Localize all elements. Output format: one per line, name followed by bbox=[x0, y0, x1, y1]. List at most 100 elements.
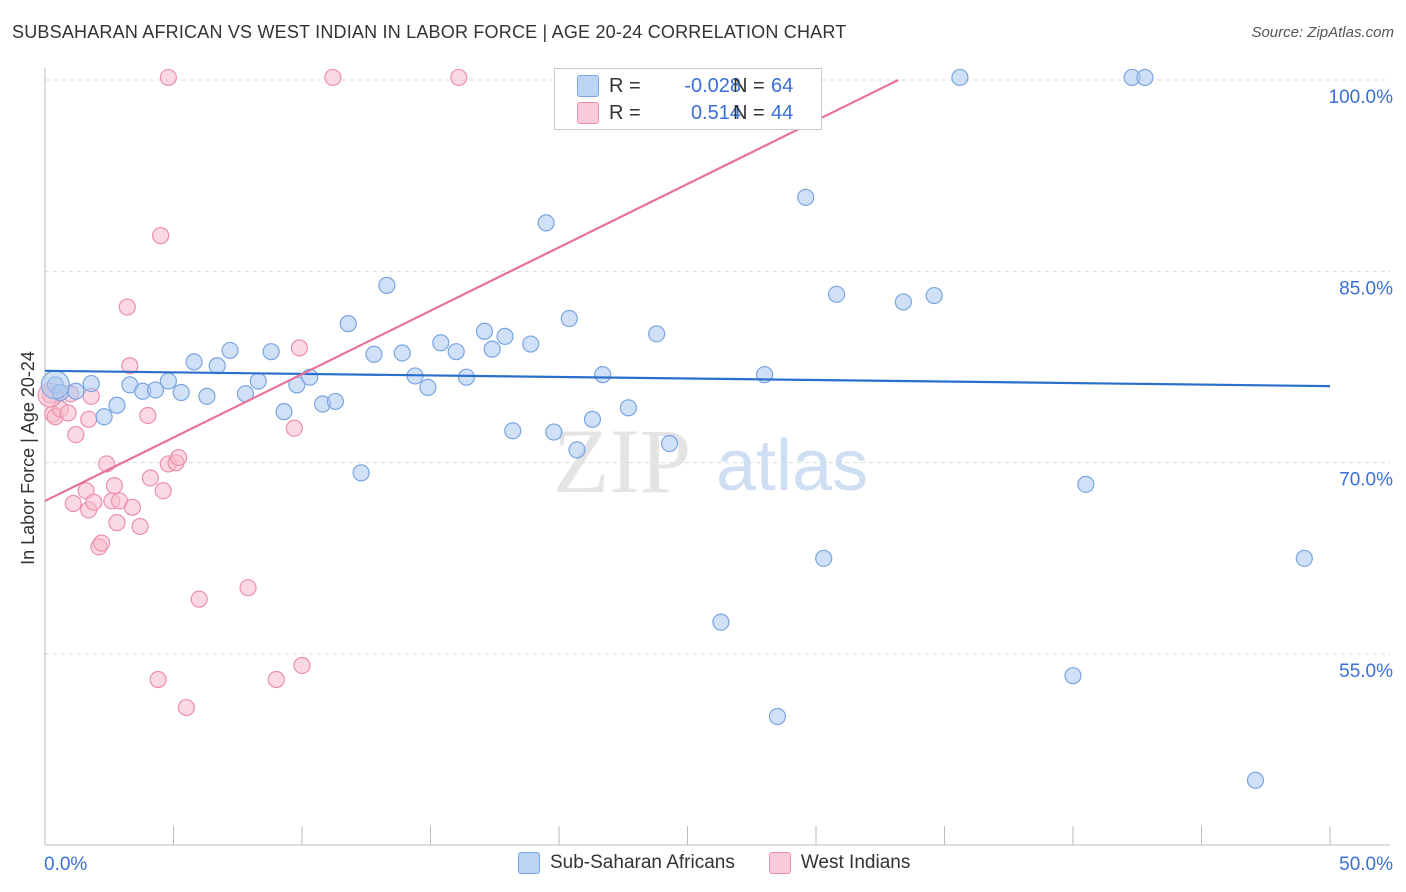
stats-r-value: -0.028 bbox=[684, 74, 741, 97]
data-point bbox=[457, 368, 476, 386]
data-point bbox=[293, 656, 311, 675]
chart-title: SUBSAHARAN AFRICAN VS WEST INDIAN IN LAB… bbox=[12, 22, 847, 42]
data-point bbox=[172, 383, 190, 402]
data-point bbox=[67, 426, 85, 444]
data-point bbox=[447, 343, 465, 361]
data-point bbox=[141, 469, 159, 487]
y-tick-label: 85.0% bbox=[1339, 278, 1393, 299]
data-point bbox=[339, 315, 357, 333]
data-point bbox=[267, 670, 285, 689]
data-point bbox=[170, 448, 188, 467]
stats-swatch-blue bbox=[577, 75, 599, 97]
watermark: ZIP atlas bbox=[553, 410, 868, 512]
data-point bbox=[326, 392, 345, 411]
data-point bbox=[419, 378, 437, 397]
data-point bbox=[483, 340, 501, 358]
data-point bbox=[146, 381, 165, 399]
data-point bbox=[80, 410, 98, 428]
data-point bbox=[1064, 667, 1082, 685]
data-point bbox=[352, 464, 370, 482]
data-point bbox=[290, 339, 309, 357]
y-tick-label: 70.0% bbox=[1339, 470, 1393, 491]
axes bbox=[44, 68, 1390, 846]
data-point bbox=[108, 396, 126, 414]
data-point bbox=[262, 343, 280, 361]
data-point bbox=[537, 214, 555, 232]
data-point bbox=[139, 406, 157, 425]
data-point bbox=[108, 514, 126, 532]
data-point bbox=[504, 422, 522, 440]
data-point bbox=[275, 403, 293, 421]
stats-n-label: N = bbox=[733, 74, 765, 97]
data-point bbox=[925, 286, 943, 305]
data-point bbox=[92, 534, 111, 552]
legend-label: Sub-Saharan Africans bbox=[550, 852, 735, 873]
data-point bbox=[198, 387, 216, 405]
data-point bbox=[301, 368, 319, 386]
stats-r-value: 0.514 bbox=[690, 101, 741, 124]
stats-n-value: 44 bbox=[771, 101, 794, 124]
stats-r-label: R = bbox=[609, 74, 641, 97]
data-point bbox=[797, 188, 815, 206]
data-point bbox=[365, 345, 383, 363]
data-point bbox=[432, 334, 450, 352]
data-point bbox=[154, 482, 172, 500]
data-point bbox=[149, 670, 167, 689]
data-point bbox=[159, 372, 177, 390]
data-point bbox=[475, 322, 494, 340]
data-point bbox=[393, 344, 411, 362]
data-point bbox=[522, 335, 540, 353]
data-point bbox=[894, 293, 912, 311]
data-point bbox=[815, 549, 833, 567]
data-point bbox=[648, 325, 666, 343]
data-point bbox=[560, 309, 578, 328]
stats-box: R = -0.028 N = 64 R = 0.514 N = 44 bbox=[554, 68, 822, 130]
data-point bbox=[496, 327, 514, 345]
y-axis-label: In Labor Force | Age 20-24 bbox=[18, 351, 38, 565]
data-point bbox=[208, 357, 226, 375]
data-point bbox=[378, 276, 396, 294]
stats-n-label: N = bbox=[733, 101, 765, 124]
data-point bbox=[64, 494, 82, 513]
stats-swatch-pink bbox=[577, 102, 599, 124]
data-point bbox=[159, 68, 177, 87]
data-point bbox=[1246, 771, 1265, 789]
data-point bbox=[121, 357, 139, 375]
data-point bbox=[660, 434, 679, 453]
data-point-cluster bbox=[40, 370, 70, 400]
data-point bbox=[324, 68, 342, 87]
data-point bbox=[1136, 68, 1154, 87]
data-point bbox=[190, 590, 208, 608]
data-point bbox=[105, 477, 123, 495]
data-point bbox=[545, 423, 563, 441]
data-point bbox=[152, 227, 170, 245]
data-point bbox=[123, 498, 141, 516]
trend-line-sub-saharan-africans bbox=[44, 369, 1331, 388]
legend: Sub-Saharan Africans West Indians bbox=[518, 852, 932, 874]
data-point bbox=[221, 341, 239, 360]
chart-source: Source: ZipAtlas.com bbox=[1251, 24, 1394, 41]
data-point bbox=[568, 441, 586, 459]
data-point bbox=[95, 408, 113, 426]
data-point bbox=[768, 707, 787, 726]
data-point bbox=[85, 493, 103, 511]
x-tick-labels: 0.0% 50.0% bbox=[44, 854, 1393, 875]
x-tick-label: 0.0% bbox=[44, 854, 87, 875]
data-point bbox=[67, 382, 85, 400]
data-point bbox=[594, 366, 612, 384]
data-point bbox=[827, 285, 846, 303]
data-point bbox=[285, 419, 303, 437]
y-tick-labels: 100.0% 85.0% 70.0% 55.0% bbox=[1329, 87, 1394, 682]
grid-lines bbox=[45, 79, 1390, 655]
data-point bbox=[1295, 549, 1313, 567]
data-point bbox=[619, 399, 637, 417]
data-point bbox=[583, 410, 602, 428]
data-point bbox=[185, 353, 203, 371]
series-sub-saharan-africans bbox=[40, 68, 1313, 789]
y-tick-label: 100.0% bbox=[1329, 87, 1394, 108]
data-point bbox=[177, 698, 195, 717]
legend-item-sub-saharan-africans: Sub-Saharan Africans bbox=[518, 852, 735, 874]
trend-line-west-indians bbox=[44, 79, 899, 502]
data-point bbox=[450, 68, 468, 87]
